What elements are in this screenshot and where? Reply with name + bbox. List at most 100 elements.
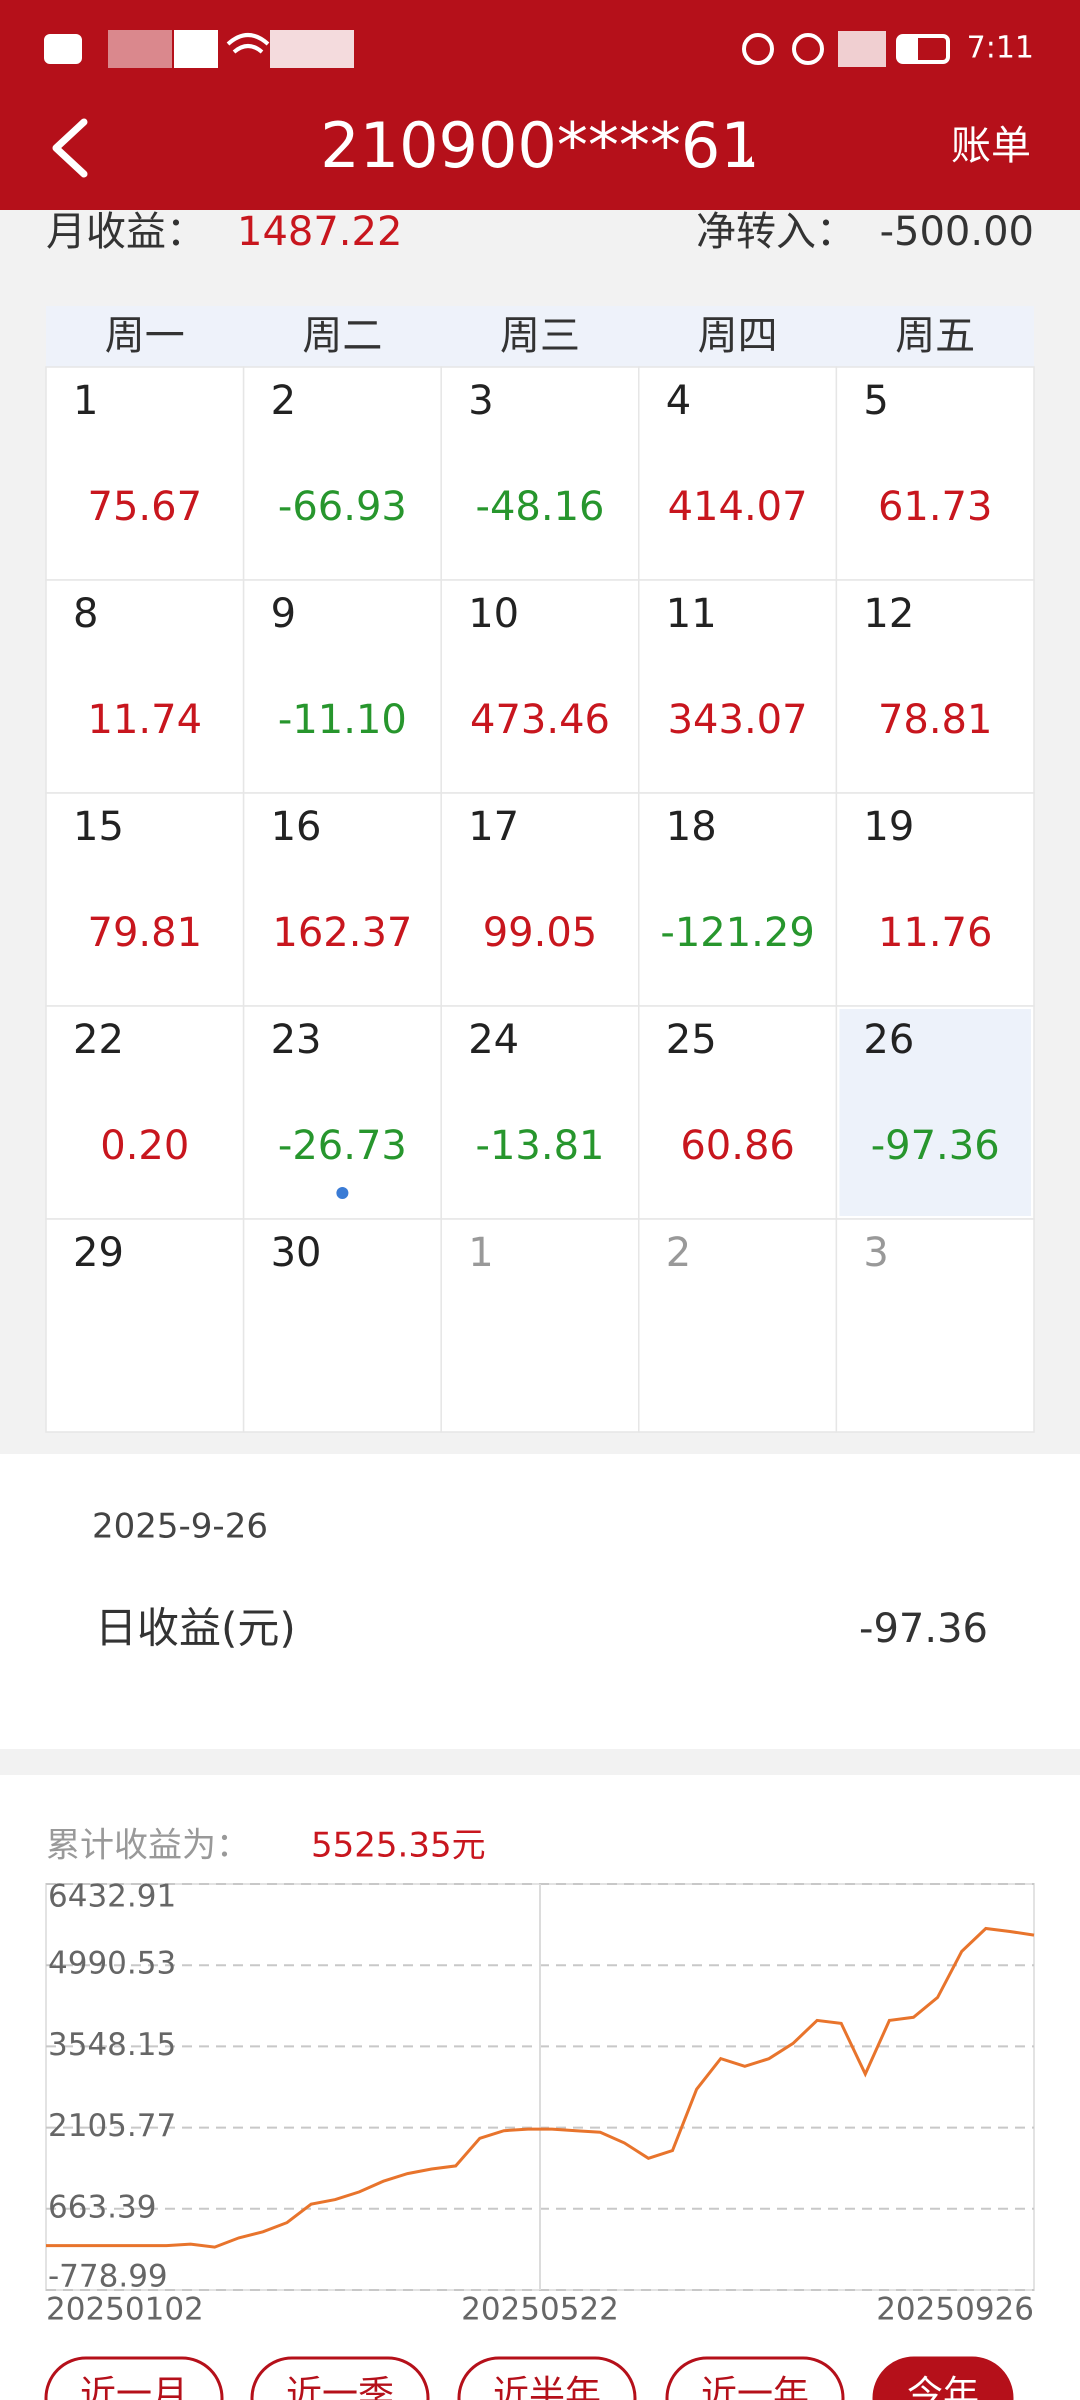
- month-label: 月收益：: [46, 209, 206, 255]
- range-button[interactable]: [872, 2356, 1014, 2400]
- range-label[interactable]: 今年: [907, 2374, 979, 2400]
- day-cell[interactable]: [242, 1005, 442, 1220]
- weekday: 周四: [698, 313, 778, 359]
- day-cell[interactable]: [45, 792, 245, 1007]
- detail-label: 日收益(元): [95, 1604, 296, 1653]
- detail-value: -97.36: [859, 1606, 988, 1652]
- day-cell[interactable]: [440, 1005, 640, 1220]
- cumulative-label: 累计收益为：: [46, 1826, 250, 1866]
- bill-button[interactable]: 账单: [951, 123, 1031, 169]
- day-profit: 79.81: [88, 910, 203, 956]
- day-number: 24: [468, 1017, 519, 1063]
- y-tick-label: 4990.53: [48, 1946, 176, 1982]
- day-cell[interactable]: [242, 1218, 442, 1433]
- weekday: 周二: [302, 313, 382, 359]
- day-number: 3: [863, 1230, 888, 1276]
- battery-level: [900, 38, 918, 60]
- range-label[interactable]: 近一年: [701, 2374, 809, 2400]
- day-cell[interactable]: [638, 1005, 838, 1220]
- bt-icon: [838, 31, 886, 67]
- day-number: 25: [666, 1017, 717, 1063]
- day-cell: [835, 1218, 1035, 1433]
- day-cell[interactable]: [440, 366, 640, 581]
- x-tick-label: 20250926: [876, 2292, 1034, 2328]
- net-value: -500.00: [880, 209, 1034, 255]
- range-label[interactable]: 近半年: [493, 2374, 601, 2400]
- weekday: 周三: [500, 313, 580, 359]
- day-cell[interactable]: [638, 792, 838, 1007]
- battery-icon: [896, 34, 950, 64]
- day-profit: 0.20: [100, 1123, 189, 1169]
- day-cell[interactable]: [45, 1218, 245, 1433]
- account-title[interactable]: 210900****61: [320, 109, 760, 182]
- range-label[interactable]: 近一月: [80, 2374, 188, 2400]
- status-icons: [44, 30, 950, 68]
- day-cell[interactable]: [45, 579, 245, 794]
- day-number: 5: [863, 378, 888, 424]
- day-profit: 473.46: [470, 697, 610, 743]
- day-number: 17: [468, 804, 519, 850]
- day-cell: [638, 1218, 838, 1433]
- day-number: 2: [666, 1230, 691, 1276]
- day-number: 1: [73, 378, 98, 424]
- day-number: 2: [271, 378, 296, 424]
- day-number: 12: [863, 591, 914, 637]
- day-number: 22: [73, 1017, 124, 1063]
- selected-cell: [839, 1009, 1031, 1216]
- day-number: 8: [73, 591, 98, 637]
- day-cell[interactable]: [440, 579, 640, 794]
- day-cell[interactable]: [242, 792, 442, 1007]
- day-cell: [440, 1218, 640, 1433]
- day-profit: -13.81: [476, 1123, 605, 1169]
- day-number: 1: [468, 1230, 493, 1276]
- day-cell[interactable]: [45, 1005, 245, 1220]
- weekday-header: [46, 306, 1034, 367]
- day-number: 15: [73, 804, 124, 850]
- day-number: 26: [863, 1017, 914, 1063]
- day-number: 18: [666, 804, 717, 850]
- day-profit: -66.93: [278, 484, 407, 530]
- day-number: 16: [271, 804, 322, 850]
- range-button[interactable]: [665, 2356, 845, 2400]
- day-number: 29: [73, 1230, 124, 1276]
- range-label[interactable]: 近一季: [286, 2374, 394, 2400]
- cumulative-value: 5525.35元: [311, 1826, 486, 1866]
- y-tick-label: 2105.77: [48, 2108, 176, 2144]
- net-label: 净转入：: [696, 209, 856, 255]
- detail-date: 2025-9-26: [92, 1507, 268, 1547]
- day-cell[interactable]: [242, 366, 442, 581]
- app-icons: [270, 30, 354, 68]
- day-cell[interactable]: [440, 792, 640, 1007]
- wifi-icon: [226, 33, 270, 54]
- day-number: 4: [666, 378, 691, 424]
- day-cell[interactable]: [835, 579, 1035, 794]
- x-tick-label: 20250522: [461, 2292, 619, 2328]
- day-profit: 11.76: [878, 910, 993, 956]
- y-tick-label: 3548.15: [48, 2027, 176, 2063]
- month-value: 1487.22: [237, 209, 402, 255]
- day-profit: 343.07: [668, 697, 808, 743]
- day-cell[interactable]: [835, 792, 1035, 1007]
- day-profit: 75.67: [88, 484, 203, 530]
- day-cell[interactable]: [638, 366, 838, 581]
- day-cell[interactable]: [45, 366, 245, 581]
- day-number: 10: [468, 591, 519, 637]
- day-profit: 99.05: [483, 910, 598, 956]
- signal-icon: [174, 30, 218, 68]
- back-button[interactable]: [52, 118, 88, 178]
- weekday: 周五: [895, 313, 975, 359]
- y-tick-label: 663.39: [48, 2189, 156, 2225]
- day-number: 23: [271, 1017, 322, 1063]
- day-profit: 60.86: [680, 1123, 795, 1169]
- day-profit: 61.73: [878, 484, 993, 530]
- day-number: 30: [271, 1230, 322, 1276]
- day-profit: -48.16: [476, 484, 605, 530]
- day-profit: -11.10: [278, 697, 407, 743]
- range-button[interactable]: [457, 2356, 637, 2400]
- weekday: 周一: [105, 313, 185, 359]
- day-profit: 162.37: [272, 910, 412, 956]
- range-button[interactable]: [250, 2356, 430, 2400]
- range-button[interactable]: [44, 2356, 224, 2400]
